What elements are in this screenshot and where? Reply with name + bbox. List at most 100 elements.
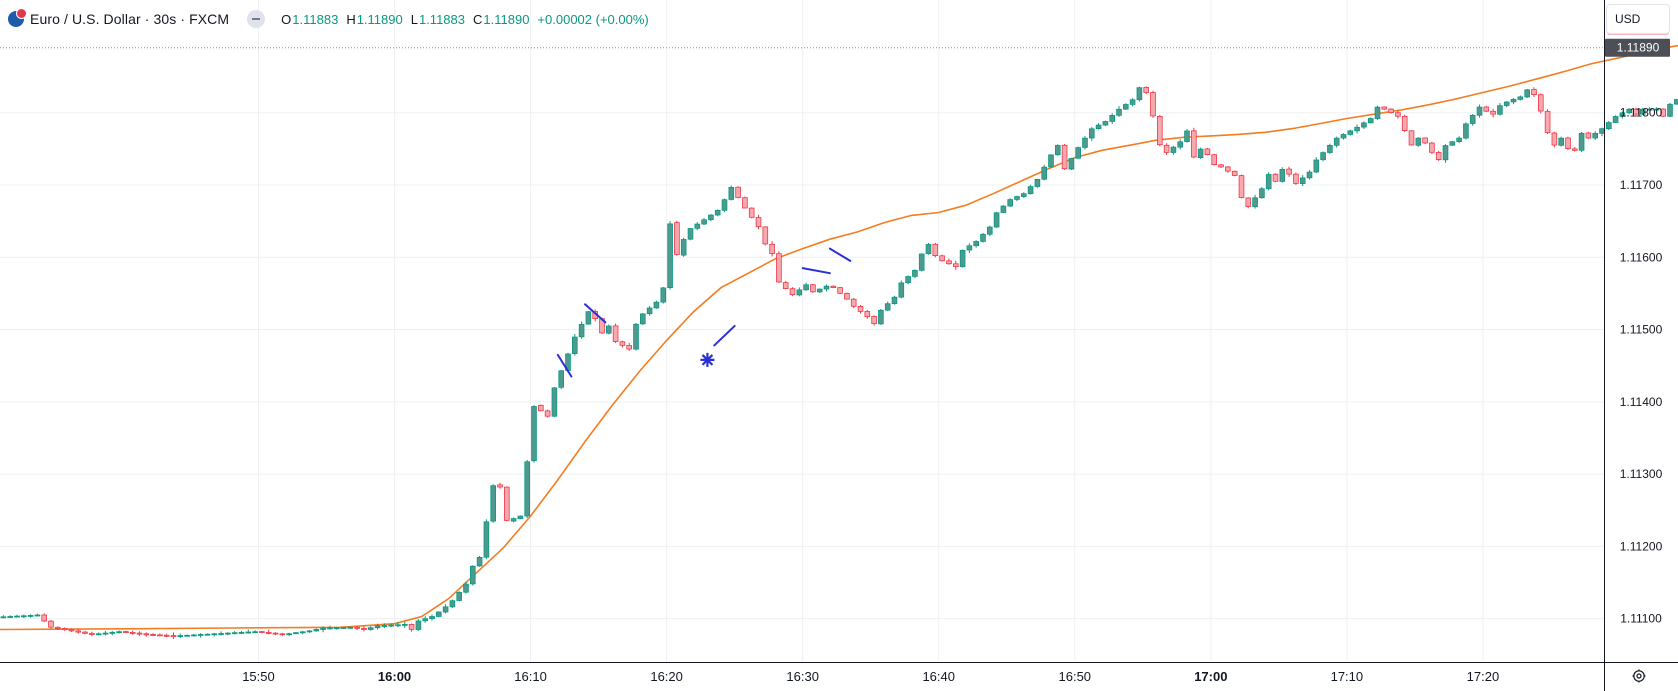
currency-button[interactable]: USD bbox=[1606, 4, 1670, 34]
candle-up bbox=[1184, 130, 1190, 143]
candle-down bbox=[1061, 144, 1068, 170]
candle-up bbox=[456, 592, 462, 601]
candle-up bbox=[578, 323, 585, 338]
candle-down bbox=[932, 243, 939, 257]
candle-up bbox=[184, 634, 190, 637]
candle-up bbox=[109, 632, 116, 634]
candle-up bbox=[313, 629, 320, 632]
candle-up bbox=[388, 624, 394, 627]
candle-down bbox=[946, 260, 952, 265]
candle-down bbox=[503, 486, 510, 521]
low-key: L bbox=[410, 11, 418, 27]
candle-up bbox=[476, 557, 483, 567]
candle-down bbox=[1238, 175, 1245, 199]
candle-up bbox=[1503, 101, 1510, 106]
candle-down bbox=[1435, 152, 1442, 160]
symbol-title[interactable]: Euro / U.S. Dollar · 30s · FXCM bbox=[30, 11, 230, 27]
candle-up bbox=[524, 461, 530, 517]
candle-down bbox=[857, 305, 864, 312]
chart-legend: Euro / U.S. Dollar · 30s · FXCM O 1.11883… bbox=[8, 8, 649, 30]
candle-down bbox=[1245, 197, 1252, 207]
candle-down bbox=[163, 634, 170, 637]
candle-down bbox=[1395, 112, 1401, 117]
candle-up bbox=[1469, 115, 1476, 124]
candle-down bbox=[136, 632, 143, 635]
candle-up bbox=[1313, 159, 1320, 173]
candle-up bbox=[1524, 89, 1531, 98]
hide-legend-icon[interactable] bbox=[247, 10, 266, 28]
change-value: +0.00002 (+0.00%) bbox=[537, 11, 649, 27]
candle-down bbox=[762, 226, 769, 245]
candle-up bbox=[225, 632, 231, 635]
candle-up bbox=[1279, 168, 1286, 182]
candle-down bbox=[61, 628, 68, 631]
candle-up bbox=[912, 269, 918, 277]
candle-up bbox=[1082, 137, 1088, 148]
settings-gear-icon[interactable] bbox=[1632, 669, 1646, 683]
candle-up bbox=[721, 199, 728, 211]
candle-up bbox=[1041, 166, 1048, 180]
candle-up bbox=[1442, 145, 1449, 161]
candle-up bbox=[633, 323, 639, 350]
candle-up bbox=[1340, 134, 1347, 139]
candle-up bbox=[1136, 87, 1143, 101]
candle-down bbox=[735, 186, 741, 198]
candle-down bbox=[538, 404, 544, 412]
candle-up bbox=[1612, 116, 1619, 123]
candle-up bbox=[14, 615, 20, 618]
candle-up bbox=[1599, 128, 1605, 134]
candle-up bbox=[340, 627, 347, 629]
candle-up bbox=[231, 632, 238, 635]
candle-down bbox=[75, 630, 82, 633]
candle-down bbox=[1483, 106, 1490, 112]
price-badge-current bbox=[1605, 38, 1670, 57]
candle-down bbox=[782, 282, 789, 290]
candle-up bbox=[517, 515, 524, 519]
candle-down bbox=[1660, 108, 1667, 117]
candle-down bbox=[1272, 173, 1279, 182]
candle-up bbox=[925, 244, 932, 255]
candle-up bbox=[531, 406, 537, 462]
candle-down bbox=[1286, 168, 1292, 175]
price-axis-label: 1.11800 bbox=[1620, 106, 1663, 120]
candle-up bbox=[1606, 122, 1612, 129]
candle-down bbox=[939, 255, 945, 262]
candle-up bbox=[918, 253, 925, 271]
candle-up bbox=[191, 634, 197, 637]
candle-up bbox=[449, 600, 456, 608]
candle-down bbox=[1204, 148, 1211, 155]
moving-average-line bbox=[0, 44, 1678, 631]
candle-up bbox=[1089, 128, 1095, 139]
candle-up bbox=[585, 311, 592, 325]
candle-down bbox=[272, 632, 279, 635]
candle-up bbox=[0, 616, 7, 619]
candle-up bbox=[116, 631, 122, 634]
candle-down bbox=[1544, 110, 1551, 133]
candle-up bbox=[1456, 137, 1462, 143]
candle-up bbox=[1640, 108, 1646, 115]
time-axis-label: 15:50 bbox=[242, 669, 275, 684]
time-axis-label: 16:40 bbox=[922, 669, 955, 684]
candle-up bbox=[1510, 99, 1517, 103]
candle-down bbox=[170, 635, 177, 637]
candle-up bbox=[327, 627, 333, 630]
drawing-line bbox=[713, 324, 736, 347]
candle-up bbox=[1354, 126, 1360, 132]
candle-up bbox=[1177, 141, 1184, 148]
candle-up bbox=[1129, 99, 1136, 105]
candle-down bbox=[674, 222, 680, 255]
candle-up bbox=[177, 635, 184, 637]
candle-up bbox=[1075, 147, 1082, 159]
candle-up bbox=[823, 285, 830, 290]
candle-up bbox=[7, 616, 14, 618]
candle-down bbox=[742, 197, 748, 209]
candle-down bbox=[1381, 106, 1388, 110]
candle-down bbox=[1565, 137, 1571, 150]
candle-down bbox=[769, 243, 775, 254]
time-axis-label: 16:10 bbox=[514, 669, 547, 684]
candle-up bbox=[1014, 196, 1020, 200]
candle-up bbox=[252, 631, 258, 634]
candle-up bbox=[286, 633, 292, 636]
candle-up bbox=[1116, 108, 1122, 116]
